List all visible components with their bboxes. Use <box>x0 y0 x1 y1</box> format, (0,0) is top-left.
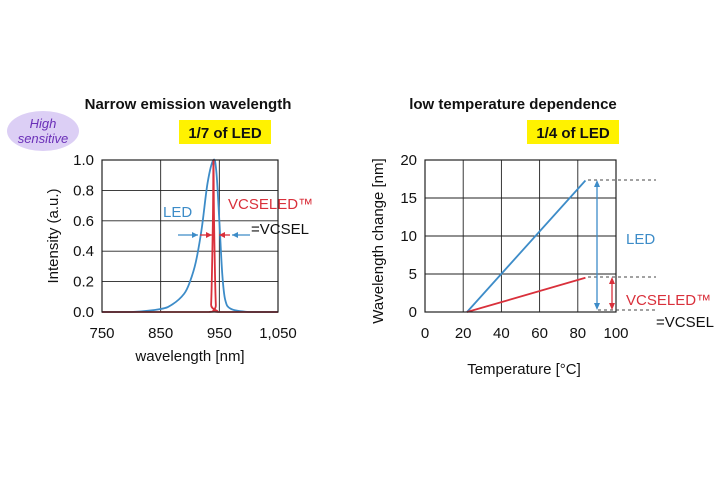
chart1-led-label: LED <box>163 204 192 221</box>
chart1-xlabel: wavelength [nm] <box>134 348 244 365</box>
chart2-series-led-line <box>466 179 587 313</box>
chart2-series-vcseled-line <box>466 276 586 313</box>
chart2-xtick-label: 40 <box>493 325 510 342</box>
chart2-ytick-label: 10 <box>400 228 417 245</box>
intensity-chart: Narrow emission wavelength 1/7 of LED 75… <box>45 96 313 365</box>
chart2-ytick-label: 0 <box>409 304 417 321</box>
chart1-ytick-label: 0.6 <box>73 213 94 230</box>
temperature-chart: low temperature dependence 1/4 of LED 0 2… <box>370 96 714 378</box>
chart1-width-arrows <box>178 232 250 238</box>
chart1-ytick-label: 0.8 <box>73 182 94 199</box>
chart2-xtick-label: 0 <box>421 325 429 342</box>
chart1-vcsel-eq: =VCSEL <box>251 221 309 238</box>
chart1-series-led-line <box>101 158 278 313</box>
chart2-highlight: 1/4 of LED <box>536 125 610 142</box>
chart2-xtick-label: 80 <box>569 325 586 342</box>
chart1-xtick-label: 1,050 <box>259 325 297 342</box>
chart1-ytick-label: 0.2 <box>73 274 94 291</box>
chart2-vcseled-label: VCSELED™ <box>626 292 711 309</box>
chart2-xtick-label: 60 <box>531 325 548 342</box>
chart2-ytick-label: 5 <box>409 266 417 283</box>
chart1-ytick-label: 0.0 <box>73 304 94 321</box>
chart1-ytick-label: 1.0 <box>73 152 94 169</box>
badge-line2: sensitive <box>18 131 69 146</box>
chart2-led-label: LED <box>626 231 655 248</box>
chart2-xtick-label: 100 <box>603 325 628 342</box>
sensitivity-badge <box>7 111 79 151</box>
chart2-ylabel: Wavelength change [nm] <box>370 158 387 323</box>
chart1-ytick-label: 0.4 <box>73 243 94 260</box>
chart2-vcsel-eq: =VCSEL <box>656 314 714 331</box>
chart1-xtick-label: 850 <box>148 325 173 342</box>
chart2-xtick-label: 20 <box>455 325 472 342</box>
chart2-guides <box>588 179 656 311</box>
chart1-frame <box>101 159 279 313</box>
chart2-xlabel: Temperature [°C] <box>467 361 581 378</box>
chart1-xtick-label: 750 <box>89 325 114 342</box>
chart2-highlight-bg <box>527 120 619 144</box>
chart1-vcseled-label: VCSELED™ <box>228 196 313 213</box>
chart1-xtick-label: 950 <box>207 325 232 342</box>
chart2-frame <box>424 159 617 313</box>
chart2-ytick-label: 20 <box>400 152 417 169</box>
chart1-highlight-bg <box>179 120 271 144</box>
chart2-title: low temperature dependence <box>409 96 617 113</box>
chart1-title: Narrow emission wavelength <box>85 96 292 113</box>
badge-line1: High <box>30 116 57 131</box>
chart1-ylabel: Intensity (a.u.) <box>45 188 62 283</box>
chart2-ytick-label: 15 <box>400 190 417 207</box>
chart1-highlight: 1/7 of LED <box>188 125 262 142</box>
